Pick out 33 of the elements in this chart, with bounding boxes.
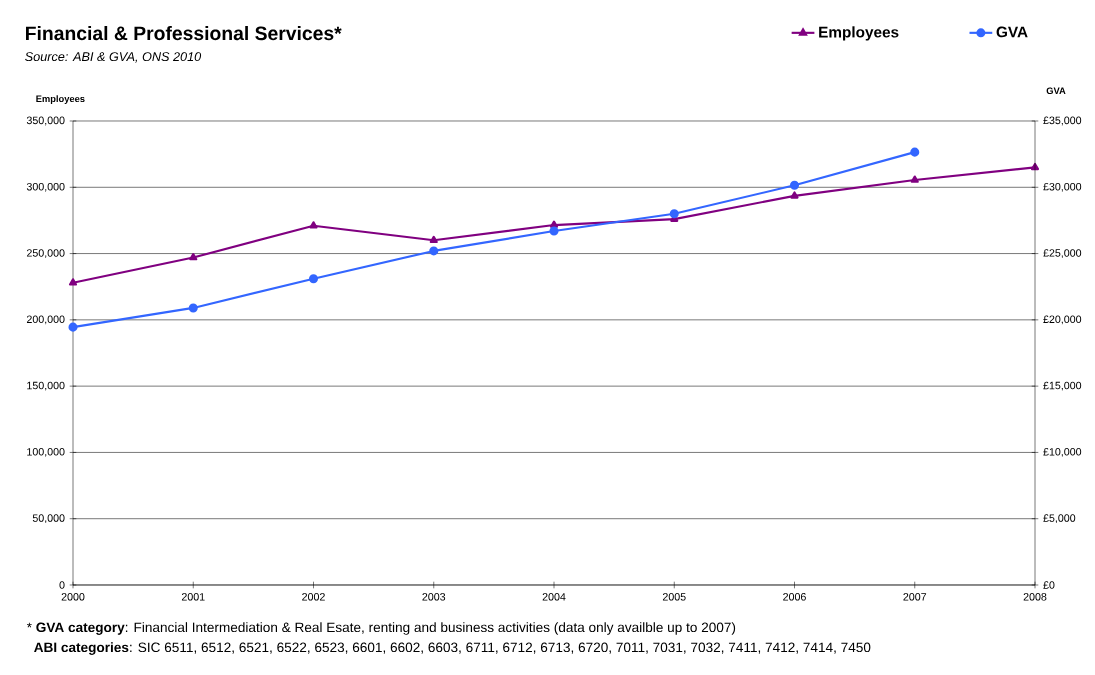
y2-tick-label: £10,000 [1043, 448, 1082, 457]
y2-tick-label: £15,000 [1043, 381, 1082, 391]
x-tick-label: 2007 [903, 593, 927, 601]
x-tick-label: 2001 [181, 593, 205, 601]
y-tick-label: 150,000 [27, 381, 65, 391]
x-tick-label: 2003 [422, 593, 446, 601]
y2-tick-label: £30,000 [1043, 182, 1082, 192]
text: *GVA category: Financial Intermediation & Real Esate, renting and business activities (data only availble up to 2007) [26, 622, 736, 635]
x-tick-label: 2008 [1023, 593, 1047, 601]
legend-label: Employees [819, 26, 899, 41]
y-tick-label: 100,000 [27, 448, 65, 457]
x-tick-label: 2002 [302, 593, 325, 601]
y2-tick-label: £35,000 [1043, 116, 1082, 126]
y-tick-label: 350,000 [26, 116, 65, 126]
y-tick-label: 300,000 [26, 182, 65, 192]
x-tick-label: 2000 [61, 593, 85, 601]
y-tick-label: 200,000 [26, 315, 65, 325]
text: ABI categories: SIC 6511, 6512, 6521, 6522, 6523, 6601, 6602, 6603, 6711, 6712, 6713, 6720, 7011, 7031, 7032, 7411, 7412, 7414, 7450 [34, 642, 871, 655]
y2-tick-label: £5,000 [1043, 514, 1076, 524]
chart-subtitle: Source: ABI & GVA, ONS 2010 [25, 52, 202, 63]
y2-tick-label: £0 [1043, 581, 1055, 589]
x-tick-label: 2005 [662, 593, 686, 601]
y-axis-title: Employees [36, 95, 85, 104]
y2-tick-label: £20,000 [1043, 315, 1082, 325]
chart-title: Financial & Professional Services* [26, 25, 342, 41]
y-tick-label: 50,000 [32, 514, 65, 524]
y2-tick-label: £25,000 [1043, 249, 1082, 258]
x-tick-label: 2006 [783, 593, 806, 601]
y2-axis-title: GVA [1046, 87, 1066, 95]
y-tick-label: 0 [59, 581, 65, 589]
y-tick-label: 250,000 [26, 249, 65, 258]
legend-label: GVA [996, 26, 1028, 38]
x-tick-label: 2004 [542, 593, 566, 601]
